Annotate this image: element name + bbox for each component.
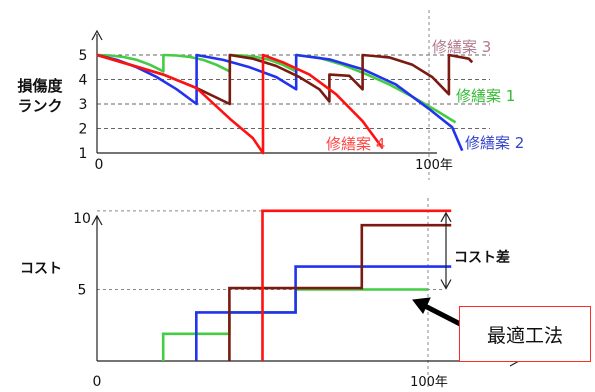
y-axis-label: コスト: [20, 261, 62, 277]
cost-diff-arrow-head: [440, 211, 452, 223]
series-label: 修繕案 2: [465, 134, 524, 152]
y-tick-label: 1: [79, 146, 88, 162]
y-tick-label: 5: [78, 283, 87, 299]
y-axis-arrow: [91, 214, 103, 226]
cost-diff-label: コスト差: [454, 249, 510, 266]
y-tick-label: 3: [79, 97, 88, 113]
series-line: [228, 223, 452, 361]
series-line: [195, 265, 452, 361]
cost-diff-arrow-head: [440, 279, 452, 290]
best-method-callout: 最適工法: [459, 306, 591, 362]
cost-chart: 5 10 0 100年 コスト コスト差: [20, 198, 521, 390]
y-axis-arrow: [91, 29, 103, 41]
x-tick-label: 100年: [415, 158, 453, 173]
y-tick-label: 2: [79, 122, 88, 138]
series-line: [96, 53, 384, 155]
y-tick-label: 4: [79, 73, 88, 89]
best-method-label: 最適工法: [486, 324, 563, 347]
best-method-arrow-head: [412, 297, 431, 314]
series-label: 修繕案 3: [432, 38, 491, 56]
x-tick-label: 0: [95, 157, 104, 173]
y-axis-label: ランク: [17, 97, 62, 115]
y-axis-label: 損傷度: [17, 77, 63, 95]
series-line: [261, 209, 452, 361]
x-tick-label: 0: [93, 374, 102, 390]
series-label: 修繕案 1: [456, 87, 515, 105]
series-line: [96, 53, 464, 152]
series-label: 修繕案 4: [326, 135, 385, 153]
y-tick-label: 5: [79, 48, 88, 64]
y-tick-label: 10: [73, 211, 91, 227]
x-tick-label: 100年: [410, 375, 448, 390]
